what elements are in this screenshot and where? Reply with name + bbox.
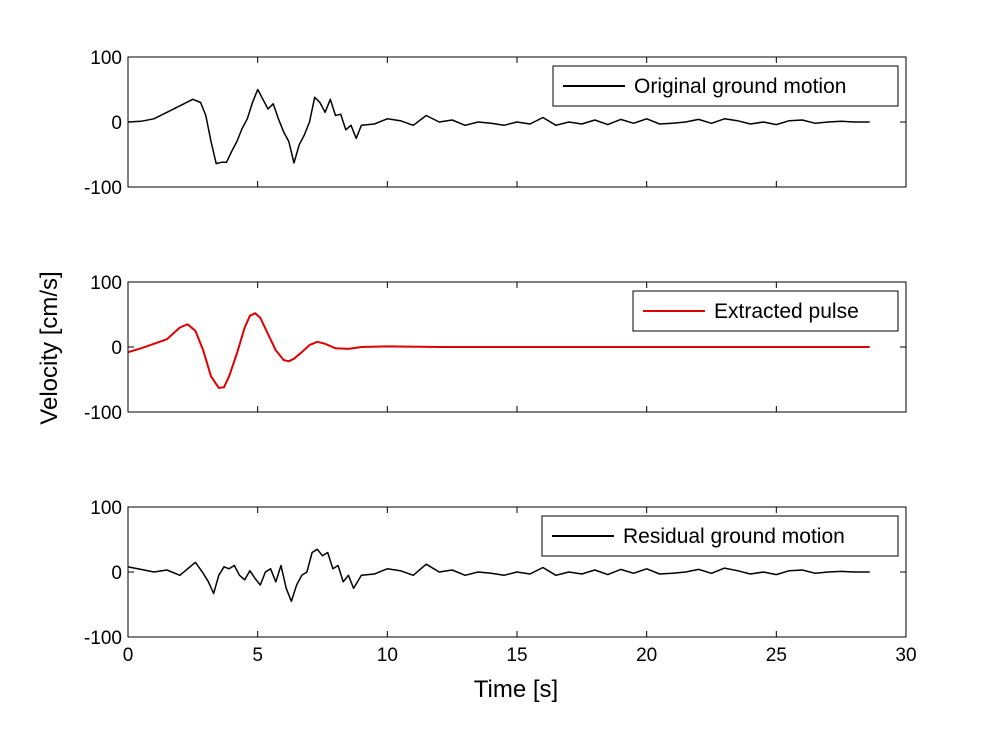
y-tick-label: 100: [90, 48, 122, 69]
legend-label: Residual ground motion: [623, 525, 845, 548]
legend-label: Original ground motion: [634, 75, 846, 98]
panel-1: -100 0 100 Original ground motion: [84, 48, 907, 199]
y-tick-label: 0: [111, 563, 122, 584]
x-tick-label: 0: [123, 645, 134, 666]
legend: Extracted pulse: [632, 290, 899, 332]
x-tick-label: 20: [636, 645, 657, 666]
y-tick-label: -100: [84, 403, 122, 424]
y-tick-label: 100: [90, 498, 122, 519]
x-tick-label: 30: [895, 645, 916, 666]
legend: Original ground motion: [552, 65, 899, 107]
series-line-1-1: [128, 88, 870, 165]
y-tick-label: -100: [84, 178, 122, 199]
x-tick-label: 25: [766, 645, 787, 666]
x-tick-label: 10: [377, 645, 398, 666]
x-tick-label: 5: [252, 645, 263, 666]
y-axis-label: Velocity [cm/s]: [36, 271, 63, 424]
panel-2: -100 0 100 Extracted pulse: [84, 273, 907, 424]
series-line-3-1: [128, 548, 870, 603]
y-tick-label: 0: [111, 113, 122, 134]
legend-label: Extracted pulse: [714, 300, 859, 323]
y-tick-label: 0: [111, 338, 122, 359]
y-tick-label: -100: [84, 628, 122, 649]
legend: Residual ground motion: [541, 515, 899, 557]
x-axis-label: Time [s]: [474, 676, 558, 703]
y-tick-label: 100: [90, 273, 122, 294]
x-tick-label: 15: [506, 645, 527, 666]
series-line-2-1: [128, 312, 870, 389]
